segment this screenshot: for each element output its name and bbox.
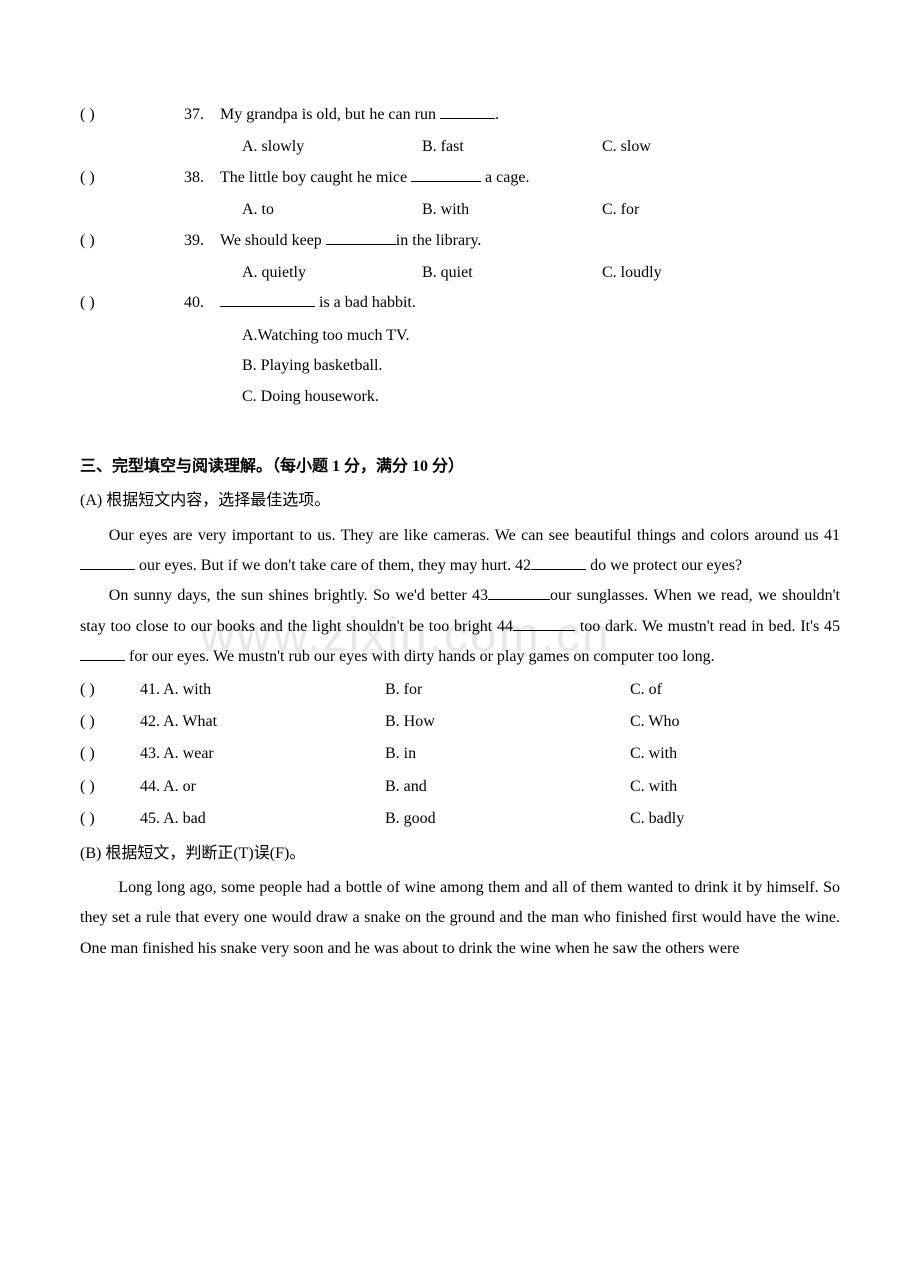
passage-b-p1: Long long ago, some people had a bottle … xyxy=(80,873,840,964)
text: is a bad habbit. xyxy=(315,294,416,311)
text: do we protect our eyes? xyxy=(586,557,742,574)
option-a: 42. A. What xyxy=(140,707,385,737)
cloze-option-row: ( ) 41. A. withB. forC. of xyxy=(80,675,840,705)
blank xyxy=(326,228,396,245)
question-number: 38. xyxy=(180,163,220,193)
option-c: C. badly xyxy=(630,804,684,834)
text: We should keep xyxy=(220,232,326,249)
mc-question: ( ) 38. The little boy caught he mice a … xyxy=(80,163,840,193)
spacer xyxy=(80,412,840,424)
question-stem: The little boy caught he mice a cage. xyxy=(220,163,529,193)
blank-44 xyxy=(513,614,575,631)
answer-parenthesis: ( ) xyxy=(80,707,140,737)
answer-parenthesis: ( ) xyxy=(80,226,180,256)
option-c: C. for xyxy=(602,195,639,225)
text: too dark. We mustn't read in bed. It's 4… xyxy=(575,618,840,635)
cloze-option-row: ( ) 42. A. WhatB. HowC. Who xyxy=(80,707,840,737)
blank-42 xyxy=(531,553,586,570)
option-row: A. slowlyB. fastC. slow xyxy=(80,132,840,162)
question-stem: is a bad habbit. xyxy=(220,288,416,318)
option-b: B. fast xyxy=(422,132,602,162)
option-b: B. in xyxy=(385,739,630,769)
option-row: A. toB. withC. for xyxy=(80,195,840,225)
text: a cage. xyxy=(481,169,529,186)
text: for our eyes. We mustn't rub our eyes wi… xyxy=(125,648,715,665)
option-a: A. quietly xyxy=(242,258,422,288)
part-b-instruction: (B) 根据短文，判断正(T)误(F)。 xyxy=(80,839,840,869)
option-c: C. Doing housework. xyxy=(242,388,379,405)
answer-parenthesis: ( ) xyxy=(80,288,180,318)
answer-parenthesis: ( ) xyxy=(80,675,140,705)
mc-question: ( ) 40. is a bad habbit. xyxy=(80,288,840,318)
cloze-options-block: ( ) 41. A. withB. forC. of( ) 42. A. Wha… xyxy=(80,675,840,835)
blank xyxy=(220,290,315,307)
answer-parenthesis: ( ) xyxy=(80,772,140,802)
text: in the library. xyxy=(396,232,482,249)
text: On sunny days, the sun shines brightly. … xyxy=(109,587,488,604)
option-row: A. quietlyB. quietC. loudly xyxy=(80,258,840,288)
text: . xyxy=(495,106,499,123)
blank-41 xyxy=(80,553,135,570)
question-number: 39. xyxy=(180,226,220,256)
answer-parenthesis: ( ) xyxy=(80,100,180,130)
blank-45 xyxy=(80,644,125,661)
option-b: B. quiet xyxy=(422,258,602,288)
option-b: B. good xyxy=(385,804,630,834)
option-b: B. with xyxy=(422,195,602,225)
passage-a: Our eyes are very important to us. They … xyxy=(80,521,840,673)
answer-parenthesis: ( ) xyxy=(80,163,180,193)
cloze-option-row: ( ) 43. A. wearB. inC. with xyxy=(80,739,840,769)
option-c: C. of xyxy=(630,675,662,705)
answer-parenthesis: ( ) xyxy=(80,804,140,834)
mc-question-block: ( ) 37. My grandpa is old, but he can ru… xyxy=(80,100,840,412)
passage-a-p2: On sunny days, the sun shines brightly. … xyxy=(80,581,840,672)
question-number: 40. xyxy=(180,288,220,318)
option-a: 45. A. bad xyxy=(140,804,385,834)
part-a-instruction: (A) 根据短文内容，选择最佳选项。 xyxy=(80,486,840,516)
option-b: B. How xyxy=(385,707,630,737)
option-a: A. to xyxy=(242,195,422,225)
option-a: A. slowly xyxy=(242,132,422,162)
text: My grandpa is old, but he can run xyxy=(220,106,440,123)
question-stem: My grandpa is old, but he can run . xyxy=(220,100,499,130)
option-row: A.Watching too much TV. xyxy=(80,321,840,351)
mc-question: ( ) 37. My grandpa is old, but he can ru… xyxy=(80,100,840,130)
passage-b: Long long ago, some people had a bottle … xyxy=(80,873,840,964)
cloze-option-row: ( ) 44. A. orB. andC. with xyxy=(80,772,840,802)
text: Our eyes are very important to us. They … xyxy=(109,527,840,544)
option-c: C. loudly xyxy=(602,258,662,288)
option-c: C. slow xyxy=(602,132,651,162)
question-number: 37. xyxy=(180,100,220,130)
option-a: 44. A. or xyxy=(140,772,385,802)
option-c: C. Who xyxy=(630,707,679,737)
answer-parenthesis: ( ) xyxy=(80,739,140,769)
blank-43 xyxy=(488,583,550,600)
section-title: 三、完型填空与阅读理解。（每小题 1 分，满分 10 分） xyxy=(80,452,840,482)
option-row: B. Playing basketball. xyxy=(80,351,840,381)
option-b: B. Playing basketball. xyxy=(242,357,382,374)
option-c: C. with xyxy=(630,772,677,802)
blank xyxy=(411,165,481,182)
question-stem: We should keep in the library. xyxy=(220,226,481,256)
option-b: B. and xyxy=(385,772,630,802)
option-a: 41. A. with xyxy=(140,675,385,705)
cloze-option-row: ( ) 45. A. badB. goodC. badly xyxy=(80,804,840,834)
text: our eyes. But if we don't take care of t… xyxy=(135,557,531,574)
option-c: C. with xyxy=(630,739,677,769)
option-a: A.Watching too much TV. xyxy=(242,327,409,344)
passage-a-p1: Our eyes are very important to us. They … xyxy=(80,521,840,582)
option-a: 43. A. wear xyxy=(140,739,385,769)
text: The little boy caught he mice xyxy=(220,169,411,186)
blank xyxy=(440,102,495,119)
mc-question: ( ) 39. We should keep in the library. xyxy=(80,226,840,256)
option-row: C. Doing housework. xyxy=(80,382,840,412)
option-b: B. for xyxy=(385,675,630,705)
